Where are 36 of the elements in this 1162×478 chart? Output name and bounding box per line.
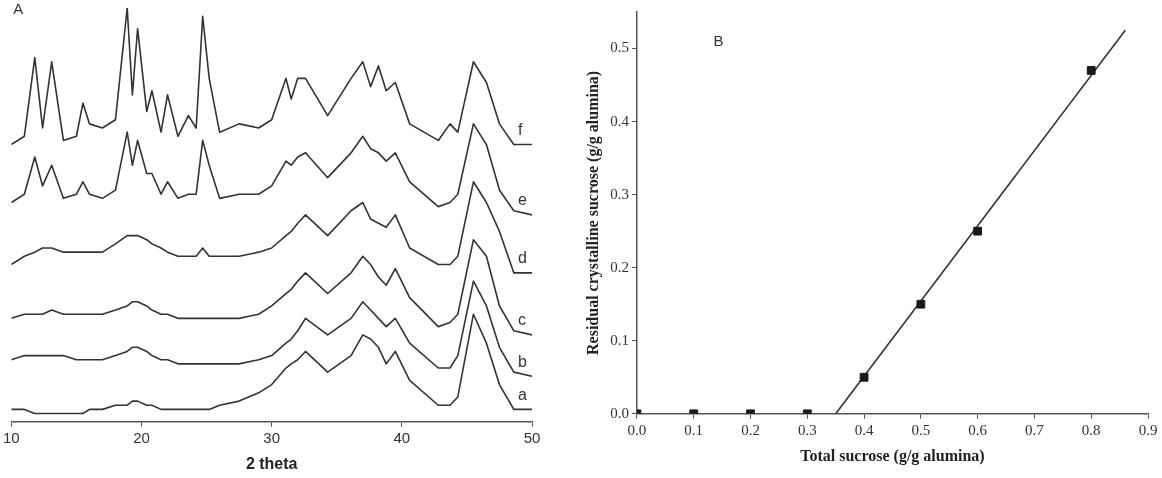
x-axis-title: Total sucrose (g/g alumina) <box>800 446 985 465</box>
x-tick-label: 0.2 <box>741 421 760 438</box>
x-tick-label: 0.8 <box>1081 421 1101 438</box>
point <box>859 372 869 382</box>
series-label: f <box>518 120 523 138</box>
series-label: c <box>518 311 526 329</box>
x-axis-title: 2 theta <box>245 454 298 472</box>
series-label: e <box>518 191 527 209</box>
y-tick-label: 0.1 <box>610 331 629 348</box>
y-tick-label: 0.0 <box>610 404 629 421</box>
annotation: B <box>713 31 724 49</box>
x-tick-label: 0.6 <box>968 421 988 438</box>
x-tick-label: 20 <box>133 428 150 446</box>
x-tick-label: 0.0 <box>627 421 647 438</box>
y-tick-label: 0.5 <box>610 39 629 56</box>
x-tick-label: 0.9 <box>1138 421 1158 438</box>
x-tick-label: 40 <box>393 428 411 446</box>
series-label: b <box>518 352 527 370</box>
point <box>916 299 926 309</box>
x-tick-label: 0.4 <box>854 421 874 438</box>
series-label: d <box>518 249 527 267</box>
y-axis-title: Residual crystalline sucrose (g/g alumina) <box>583 70 602 355</box>
x-tick-label: 0.3 <box>797 421 817 438</box>
x-tick-label: 0.5 <box>911 421 931 438</box>
y-tick-label: 0.2 <box>610 258 629 275</box>
y-tick-label: 0.4 <box>610 112 630 129</box>
annotation: A <box>13 0 24 17</box>
x-tick-label: 30 <box>263 428 281 446</box>
x-tick-label: 0.7 <box>1025 421 1045 438</box>
y-tick-label: 0.3 <box>610 185 629 202</box>
series-label: a <box>518 385 527 403</box>
point <box>1086 66 1096 75</box>
point <box>973 226 983 236</box>
x-tick-label: 10 <box>3 428 20 446</box>
x-tick-label: 0.1 <box>684 421 704 438</box>
x-tick-label: 50 <box>523 428 541 446</box>
